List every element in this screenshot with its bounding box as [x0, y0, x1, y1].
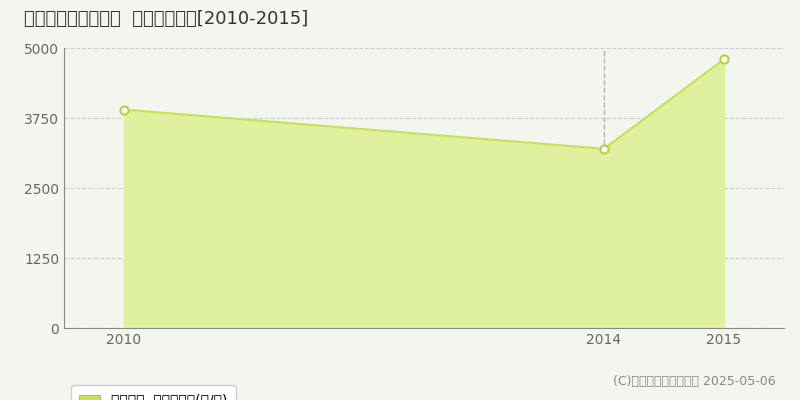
- Text: 双葉郡楢葉町下繁岡  林地価格推移[2010-2015]: 双葉郡楢葉町下繁岡 林地価格推移[2010-2015]: [24, 10, 308, 28]
- Text: (C)土地価格ドットコム 2025-05-06: (C)土地価格ドットコム 2025-05-06: [614, 375, 776, 388]
- Point: [718, 56, 730, 62]
- Point: [118, 106, 130, 113]
- Legend: 林地価格  平均坪単価(円/坪): 林地価格 平均坪単価(円/坪): [71, 385, 236, 400]
- Point: [598, 146, 610, 152]
